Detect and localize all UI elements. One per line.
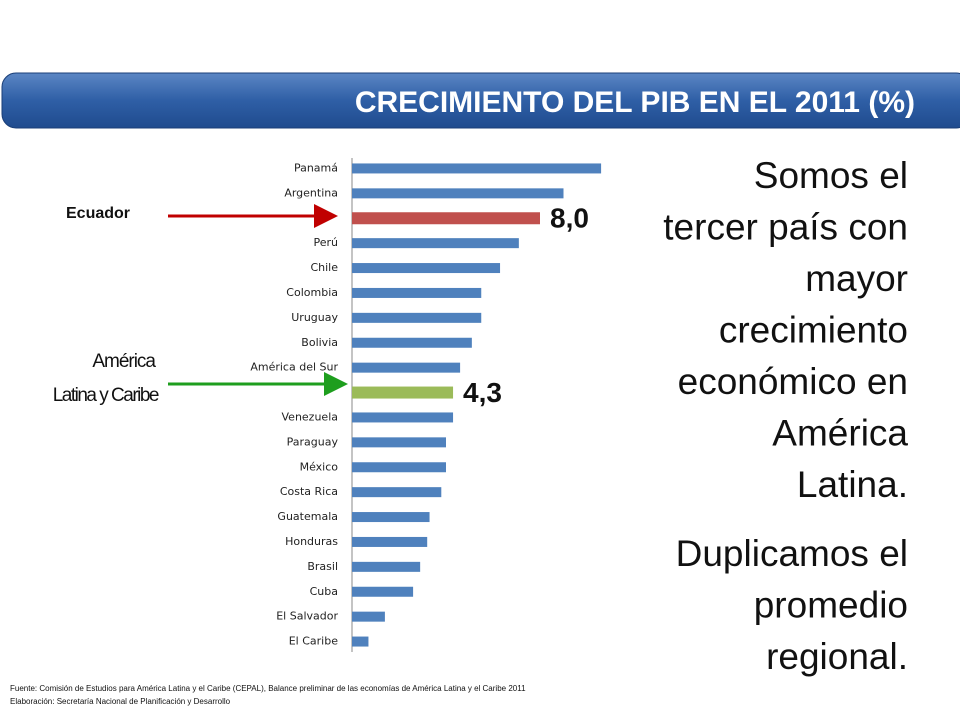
bar (352, 312, 482, 323)
bar (352, 561, 421, 572)
bar (352, 337, 472, 348)
bar (352, 362, 461, 373)
body-text: América (772, 412, 908, 453)
bar (352, 212, 540, 225)
y-tick-label: El Salvador (276, 610, 338, 623)
data-label: 8,0 (550, 203, 589, 234)
y-tick-label: Cuba (310, 585, 338, 598)
annotation: América (92, 351, 156, 372)
y-tick-label: Guatemala (277, 510, 338, 523)
body-text: crecimiento (719, 309, 908, 350)
bar (352, 238, 519, 249)
y-tick-label: Panamá (294, 161, 338, 174)
bar (352, 287, 482, 298)
body-text: Latina. (797, 464, 908, 505)
y-tick-label: Paraguay (287, 435, 339, 448)
y-tick-label: El Caribe (289, 635, 338, 648)
annotation: Ecuador (66, 205, 130, 222)
bar (352, 536, 428, 547)
y-tick-label: Perú (313, 236, 338, 249)
chart-title: CRECIMIENTO DEL PIB EN EL 2011 (%) (355, 86, 915, 119)
y-tick-label: Honduras (285, 535, 338, 548)
data-label: 4,3 (463, 377, 502, 408)
annotation: Latina y Caribe (53, 385, 159, 406)
y-tick-label: Bolivia (301, 336, 338, 349)
y-tick-label: Colombia (286, 286, 338, 299)
body-text: promedio (754, 584, 908, 625)
source-note: Fuente: Comisión de Estudios para Améric… (10, 684, 526, 693)
bar (352, 437, 446, 448)
bar (352, 487, 442, 498)
y-tick-label: Brasil (307, 560, 338, 573)
bar (352, 412, 454, 423)
header-bar (1, 72, 960, 129)
bar (352, 386, 454, 399)
body-text: económico en (678, 361, 908, 402)
bar (352, 636, 369, 647)
y-tick-label: México (300, 460, 339, 473)
y-tick-label: Chile (310, 261, 338, 274)
bar (352, 188, 564, 199)
y-tick-label: Costa Rica (280, 485, 338, 498)
body-text: Duplicamos el (676, 533, 908, 574)
body-text: regional. (766, 636, 908, 677)
bar (352, 512, 430, 523)
bar (352, 263, 501, 274)
y-tick-label: Argentina (284, 186, 338, 199)
bar (352, 163, 602, 174)
bar (352, 462, 446, 473)
y-tick-label: Uruguay (291, 311, 338, 324)
body-text: tercer país con (663, 206, 908, 247)
y-tick-label: Venezuela (282, 410, 339, 423)
body-text: Somos el (754, 155, 908, 196)
source-note: Elaboración: Secretaría Nacional de Plan… (10, 697, 231, 706)
body-text: mayor (805, 258, 908, 299)
y-tick-label: América del Sur (250, 361, 338, 374)
bar (352, 586, 414, 597)
bar (352, 611, 385, 622)
